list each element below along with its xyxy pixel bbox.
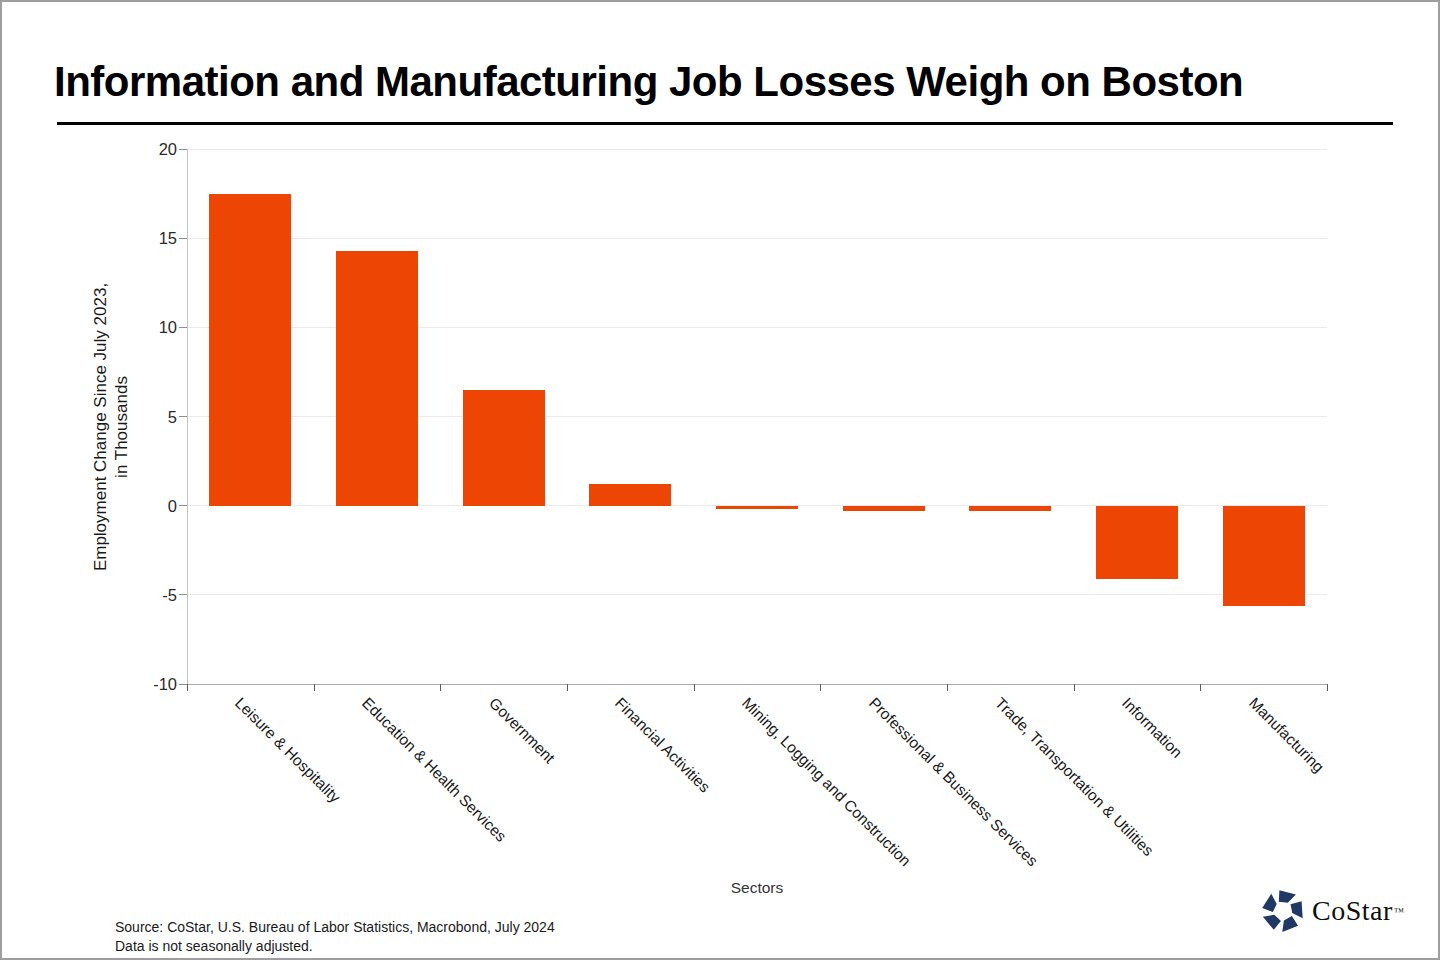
x-axis-tick-3 [567,684,568,691]
gridline--5 [187,594,1327,595]
y-tick-label-20: 20 [125,139,177,159]
x-axis-line [187,684,1327,685]
y-axis-tick-5 [179,416,187,417]
source-note: Source: CoStar, U.S. Bureau of Labor Sta… [115,918,555,956]
x-category-label-manufacturing: Manufacturing [1245,694,1327,776]
bar-mining-logging-and-construction [716,506,798,510]
bar-government [463,390,545,506]
x-axis-title: Sectors [187,879,1327,897]
bar-trade-transportation-utilities [969,506,1051,511]
y-axis-tick--10 [179,684,187,685]
costar-logo-text: CoStar [1312,895,1393,927]
x-axis-tick-1 [314,684,315,691]
bar-information [1096,506,1178,579]
bar-financial-activities [589,484,671,505]
y-axis-title: Employment Change Since July 2023, in Th… [90,283,132,571]
bar-leisure-hospitality [209,194,291,506]
x-category-label-information: Information [1118,694,1186,762]
y-axis-tick--5 [179,594,187,595]
y-axis-tick-10 [179,327,187,328]
y-axis-tick-20 [179,149,187,150]
y-axis-title-line1: Employment Change Since July 2023, [90,283,111,571]
y-tick-label-5: 5 [125,407,177,427]
x-axis-tick-6 [947,684,948,691]
y-tick-label-0: 0 [125,496,177,516]
x-axis-tick-0 [187,684,188,691]
source-line-2: Data is not seasonally adjusted. [115,937,555,956]
y-axis-tick-0 [179,505,187,506]
x-category-label-financial-activities: Financial Activities [612,694,714,796]
x-axis-tick-2 [440,684,441,691]
y-axis-line [187,149,188,684]
x-category-label-education-health-services: Education & Health Services [358,694,510,846]
bar-education-health-services [336,251,418,506]
source-line-1: Source: CoStar, U.S. Bureau of Labor Sta… [115,918,555,937]
y-axis-tick-15 [179,238,187,239]
costar-trademark: ™ [1394,906,1404,917]
bar-manufacturing [1223,506,1305,606]
costar-logo-icon [1260,888,1306,934]
y-axis-title-line2: in Thousands [111,283,132,571]
x-axis-tick-5 [820,684,821,691]
x-category-label-government: Government [485,694,558,767]
x-category-label-leisure-hospitality: Leisure & Hospitality [232,694,345,807]
y-tick-label--10: -10 [125,674,177,694]
gridline-15 [187,238,1327,239]
x-axis-tick-7 [1074,684,1075,691]
y-tick-label-15: 15 [125,228,177,248]
y-tick-label-10: 10 [125,317,177,337]
gridline-20 [187,149,1327,150]
costar-logo: CoStar ™ [1260,888,1404,934]
x-axis-tick-4 [694,684,695,691]
x-axis-tick-8 [1200,684,1201,691]
plot-area: 20 15 10 5 0 -5 -10 Leisure & HospitalityEducat… [2,2,1440,960]
x-axis-tick-9 [1327,684,1328,691]
chart-canvas: Information and Manufacturing Job Losses… [0,0,1440,960]
bar-professional-business-services [843,506,925,511]
y-tick-label--5: -5 [125,585,177,605]
